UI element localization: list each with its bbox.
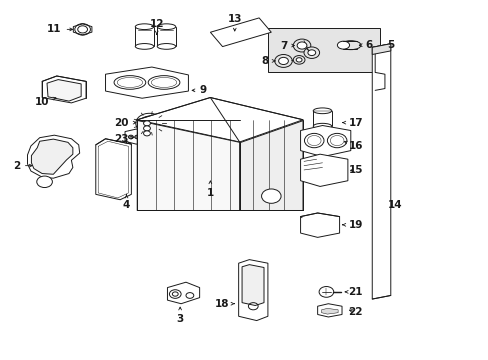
Circle shape (274, 54, 292, 67)
Text: 21: 21 (345, 287, 362, 297)
Polygon shape (27, 135, 80, 178)
Text: 15: 15 (348, 165, 362, 175)
Text: 2: 2 (13, 161, 32, 171)
Polygon shape (300, 213, 339, 237)
Polygon shape (126, 141, 131, 146)
Polygon shape (73, 24, 92, 35)
Polygon shape (42, 76, 86, 103)
Ellipse shape (340, 41, 360, 50)
Text: 23: 23 (114, 134, 134, 144)
Polygon shape (137, 98, 303, 142)
Text: 10: 10 (35, 97, 56, 107)
Circle shape (143, 131, 150, 136)
Polygon shape (142, 131, 157, 135)
Polygon shape (321, 309, 337, 314)
Text: 11: 11 (47, 24, 72, 35)
Text: 17: 17 (342, 118, 362, 128)
Polygon shape (125, 129, 149, 144)
Ellipse shape (135, 44, 154, 49)
Text: 1: 1 (206, 181, 214, 198)
Polygon shape (371, 44, 390, 299)
Ellipse shape (157, 24, 175, 30)
Text: 4: 4 (122, 194, 130, 210)
Text: 8: 8 (261, 56, 274, 66)
Circle shape (296, 58, 302, 62)
Text: 13: 13 (227, 14, 242, 31)
Ellipse shape (157, 44, 175, 49)
Circle shape (37, 176, 52, 188)
FancyBboxPatch shape (267, 28, 379, 72)
Polygon shape (238, 260, 267, 320)
Text: 18: 18 (214, 299, 234, 309)
Circle shape (143, 126, 150, 131)
Text: 6: 6 (359, 40, 372, 50)
Text: 20: 20 (114, 118, 136, 128)
Circle shape (307, 50, 315, 55)
Circle shape (304, 47, 319, 58)
Ellipse shape (313, 108, 331, 114)
Polygon shape (47, 80, 81, 101)
Text: 7: 7 (279, 41, 294, 50)
Text: 3: 3 (176, 307, 183, 324)
Circle shape (319, 287, 333, 297)
Circle shape (261, 189, 281, 203)
Text: 9: 9 (192, 85, 206, 95)
Text: 14: 14 (386, 200, 401, 210)
Polygon shape (167, 282, 199, 304)
Text: 5: 5 (386, 40, 394, 50)
Polygon shape (105, 67, 188, 98)
Polygon shape (371, 44, 390, 54)
Ellipse shape (337, 41, 349, 49)
Circle shape (293, 55, 305, 64)
Polygon shape (317, 304, 341, 317)
Text: 16: 16 (344, 140, 362, 150)
Polygon shape (300, 154, 347, 186)
Text: 12: 12 (149, 19, 163, 35)
Polygon shape (242, 265, 264, 306)
Polygon shape (300, 126, 350, 157)
Polygon shape (96, 139, 131, 200)
Polygon shape (210, 18, 271, 46)
Circle shape (135, 135, 140, 139)
Polygon shape (239, 120, 303, 211)
Circle shape (128, 135, 133, 139)
Circle shape (141, 135, 146, 139)
Circle shape (297, 42, 306, 49)
Circle shape (293, 39, 310, 52)
Circle shape (143, 121, 150, 126)
Ellipse shape (135, 24, 154, 30)
Text: 22: 22 (348, 307, 362, 317)
Polygon shape (31, 139, 73, 174)
Circle shape (278, 57, 288, 64)
Polygon shape (137, 120, 239, 211)
Ellipse shape (313, 123, 331, 129)
Text: 19: 19 (342, 220, 362, 230)
Circle shape (136, 113, 163, 134)
